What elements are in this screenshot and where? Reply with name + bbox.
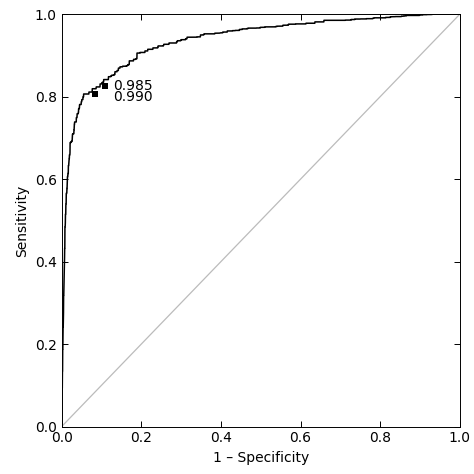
Text: 0.985: 0.985	[113, 79, 153, 93]
Text: 0.990: 0.990	[113, 90, 153, 104]
X-axis label: 1 – Specificity: 1 – Specificity	[212, 451, 309, 465]
Y-axis label: Sensitivity: Sensitivity	[15, 184, 29, 256]
